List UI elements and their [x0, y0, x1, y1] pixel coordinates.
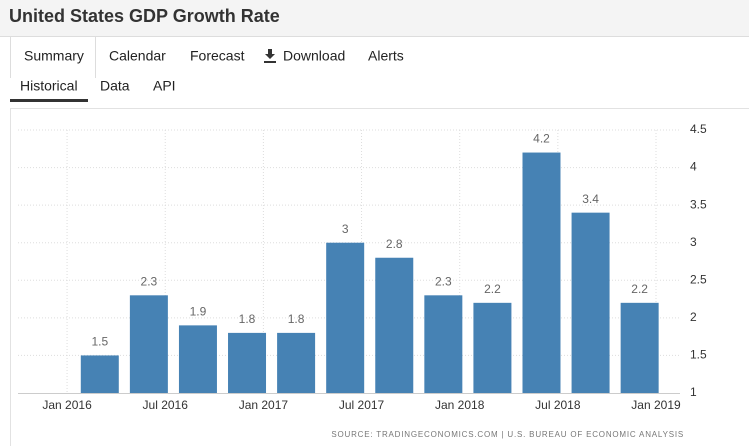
bar — [473, 302, 512, 393]
value-label: 2.3 — [435, 274, 452, 288]
value-label: 3.4 — [582, 192, 599, 206]
bar — [277, 332, 316, 393]
x-tick-label: Jul 2017 — [339, 398, 385, 412]
value-label: 2.2 — [631, 282, 648, 296]
y-tick-label: 2 — [690, 310, 697, 324]
y-tick-label: 4 — [690, 160, 697, 174]
y-tick-label: 3 — [690, 235, 697, 249]
x-tick-label: Jan 2016 — [42, 398, 92, 412]
subtab[interactable]: Data — [100, 78, 130, 94]
page-title: United States GDP Growth Rate — [9, 6, 280, 26]
header-band — [0, 0, 749, 36]
y-tick-label: 1 — [690, 385, 697, 399]
x-tick-label: Jan 2018 — [435, 398, 485, 412]
subtab[interactable]: Historical — [20, 78, 78, 94]
tab[interactable]: Calendar — [109, 48, 166, 64]
bar — [375, 257, 414, 393]
bar — [178, 325, 217, 393]
value-label: 4.2 — [533, 132, 550, 146]
source-note: SOURCE: TRADINGECONOMICS.COM | U.S. BURE… — [331, 430, 684, 439]
plot: 1 1.5 2 2.5 3 3.5 4 4.5 Jan 2016 Jul 2016 Jan 2017… — [18, 122, 707, 412]
x-tick-label: Jul 2016 — [143, 398, 189, 412]
tab[interactable]: Summary — [24, 48, 84, 64]
y-tick-label: 1.5 — [690, 348, 707, 362]
bar — [228, 332, 267, 393]
tab[interactable]: Forecast — [190, 48, 245, 64]
download-icon — [264, 49, 276, 63]
bar — [129, 295, 168, 393]
tab-selected-frame — [10, 36, 96, 78]
bar — [80, 355, 119, 393]
value-label: 1.5 — [91, 335, 108, 349]
value-label: 3 — [342, 222, 349, 236]
x-tick-label: Jan 2017 — [239, 398, 289, 412]
tab[interactable]: Alerts — [368, 48, 404, 64]
y-tick-label: 4.5 — [690, 122, 707, 136]
tab[interactable]: Download — [283, 48, 345, 64]
x-tick-label: Jul 2018 — [535, 398, 581, 412]
bar — [620, 302, 659, 393]
value-label: 2.3 — [141, 274, 158, 288]
value-label: 1.8 — [239, 312, 256, 326]
value-label: 2.2 — [484, 282, 501, 296]
subtab[interactable]: API — [153, 78, 176, 94]
bar — [326, 242, 365, 393]
value-label: 2.8 — [386, 237, 403, 251]
bar — [522, 152, 561, 393]
value-label: 1.9 — [190, 305, 207, 319]
x-tick-label: Jan 2019 — [631, 398, 681, 412]
subtab-underline — [10, 99, 88, 102]
value-label: 1.8 — [288, 312, 305, 326]
y-tick-label: 3.5 — [690, 197, 707, 211]
bar — [571, 212, 610, 393]
bar — [424, 295, 463, 393]
y-tick-label: 2.5 — [690, 272, 707, 286]
